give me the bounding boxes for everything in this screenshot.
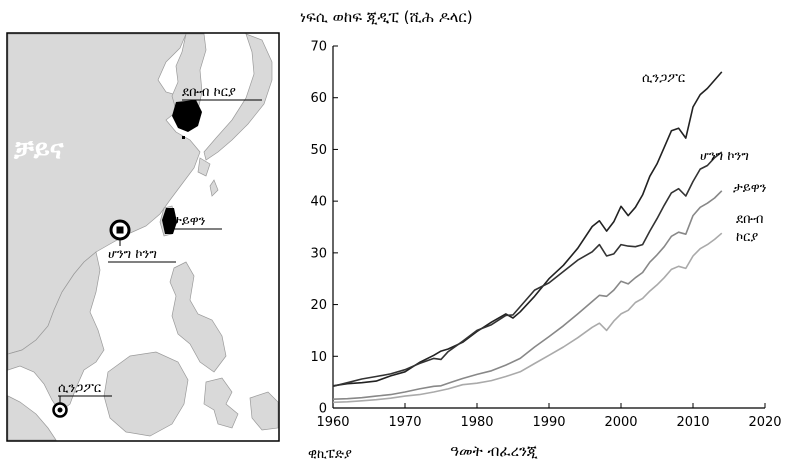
series-line-south-korea: [332, 232, 723, 404]
sumatra-island: [7, 395, 57, 441]
y-tick-label-50: 50: [310, 143, 327, 158]
chart: ነፍሲ ወከፍ ጂዲፒ (ሺሕ ዶላር) ዓመት ብፈረንጂ 0 10 20 30 40…: [300, 8, 782, 460]
y-tick-label-10: 10: [310, 350, 327, 365]
borneo-island: [103, 351, 189, 437]
japan-landmass: [203, 33, 273, 161]
singapore-marker-center: [57, 407, 63, 413]
series-label-south-korea-1: ደቡብ: [736, 212, 763, 227]
x-tick-label-1980: 1980: [460, 415, 493, 430]
y-tick-label-70: 70: [310, 40, 327, 55]
south-korea-shape: [172, 100, 202, 132]
y-tick-label-60: 60: [310, 91, 327, 106]
singapore-label: ሲንጋፖር: [58, 381, 102, 396]
taiwan-shape: [162, 208, 177, 234]
credit-label: ዊኪፔድያ: [308, 447, 352, 462]
series-label-taiwan: ታይዋን: [733, 181, 767, 196]
map-frame: [6, 32, 280, 442]
series-label-south-korea-2: ኮርያ: [736, 230, 758, 245]
china-label: ቻይና: [13, 135, 64, 165]
series-labels: ሲንጋፖር ሆንግ ኮንግ ታይዋን ደቡብ ኮርያ: [642, 71, 767, 245]
y-tick-label-30: 30: [310, 246, 327, 261]
hong-kong-label: ሆንግ ኮንግ: [108, 247, 157, 262]
taiwan-label: ታይዋን: [172, 214, 206, 229]
series-line-taiwan: [332, 190, 723, 400]
y-tick-label-40: 40: [310, 195, 327, 210]
jeju-island-shape: [182, 136, 185, 139]
x-tick-label-2000: 2000: [604, 415, 637, 430]
hong-kong-marker-center: [116, 226, 124, 234]
indochina-landmass: [7, 251, 105, 413]
x-tick-label-2020: 2020: [748, 415, 781, 430]
axis-ticks: 0 10 20 30 40 50 60 70 1960 1970 1980 1990 2000 2010 2…: [310, 40, 781, 431]
series-label-hong-kong: ሆንግ ኮንግ: [700, 149, 749, 164]
y-axis-title: ነፍሲ ወከፍ ጂዲፒ (ሺሕ ዶላር): [300, 8, 473, 26]
y-tick-label-0: 0: [319, 402, 327, 417]
south-korea-label: ደቡብ ኮርያ: [182, 85, 236, 100]
x-tick-label-2010: 2010: [676, 415, 709, 430]
series-group: [332, 71, 723, 404]
japan-south-islands: [197, 157, 219, 197]
x-tick-label-1970: 1970: [388, 415, 421, 430]
series-line-hong-kong: [332, 151, 723, 388]
series-line-singapore: [332, 71, 723, 387]
x-tick-label-1960: 1960: [316, 415, 349, 430]
series-label-singapore: ሲንጋፖር: [642, 71, 686, 86]
x-tick-label-1990: 1990: [532, 415, 565, 430]
x-axis-title: ዓመት ብፈረንጂ: [450, 442, 538, 460]
philippines-islands: [169, 261, 227, 373]
map-panel: ቻይና ደቡብ ኮርያ ታይዋን ሆንግ ኮንግ ሲንጋፖር: [6, 32, 280, 442]
eastern-islands: [249, 391, 279, 431]
y-tick-label-20: 20: [310, 298, 327, 313]
sulawesi-island: [203, 377, 239, 429]
